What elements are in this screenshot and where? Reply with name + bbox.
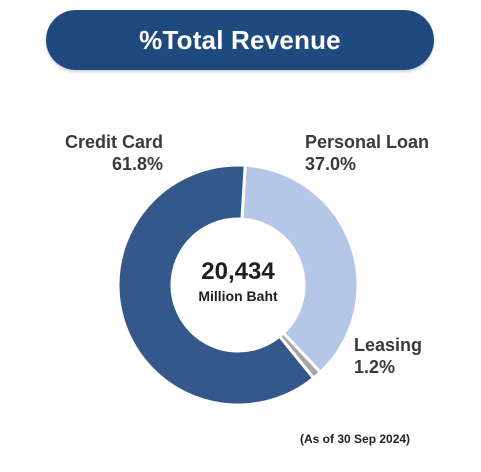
slice-name-credit-card: Credit Card — [64, 132, 163, 152]
as-of-date-note: (As of 30 Sep 2024) — [300, 432, 411, 446]
slice-name-leasing: Leasing — [354, 335, 423, 355]
slice-label-leasing: Leasing 1.2% — [354, 334, 422, 378]
slice-percent-leasing: 1.2% — [354, 357, 396, 377]
slice-label-personal-loan: Personal Loan 37.0% — [305, 131, 429, 175]
slice-credit-card — [116, 163, 316, 407]
slice-personal-loan — [240, 163, 360, 375]
slice-percent-credit-card: 61.8% — [111, 154, 163, 174]
slice-percent-personal-loan: 37.0% — [305, 154, 357, 174]
center-unit-label: Million Baht — [198, 288, 278, 304]
slice-label-credit-card: Credit Card 61.8% — [38, 131, 163, 175]
title-banner: %Total Revenue — [46, 10, 434, 70]
chart-title: %Total Revenue — [139, 24, 341, 55]
center-total-value: 20,434 — [201, 258, 275, 285]
slice-name-personal-loan: Personal Loan — [305, 132, 430, 152]
donut-hole — [173, 220, 303, 350]
